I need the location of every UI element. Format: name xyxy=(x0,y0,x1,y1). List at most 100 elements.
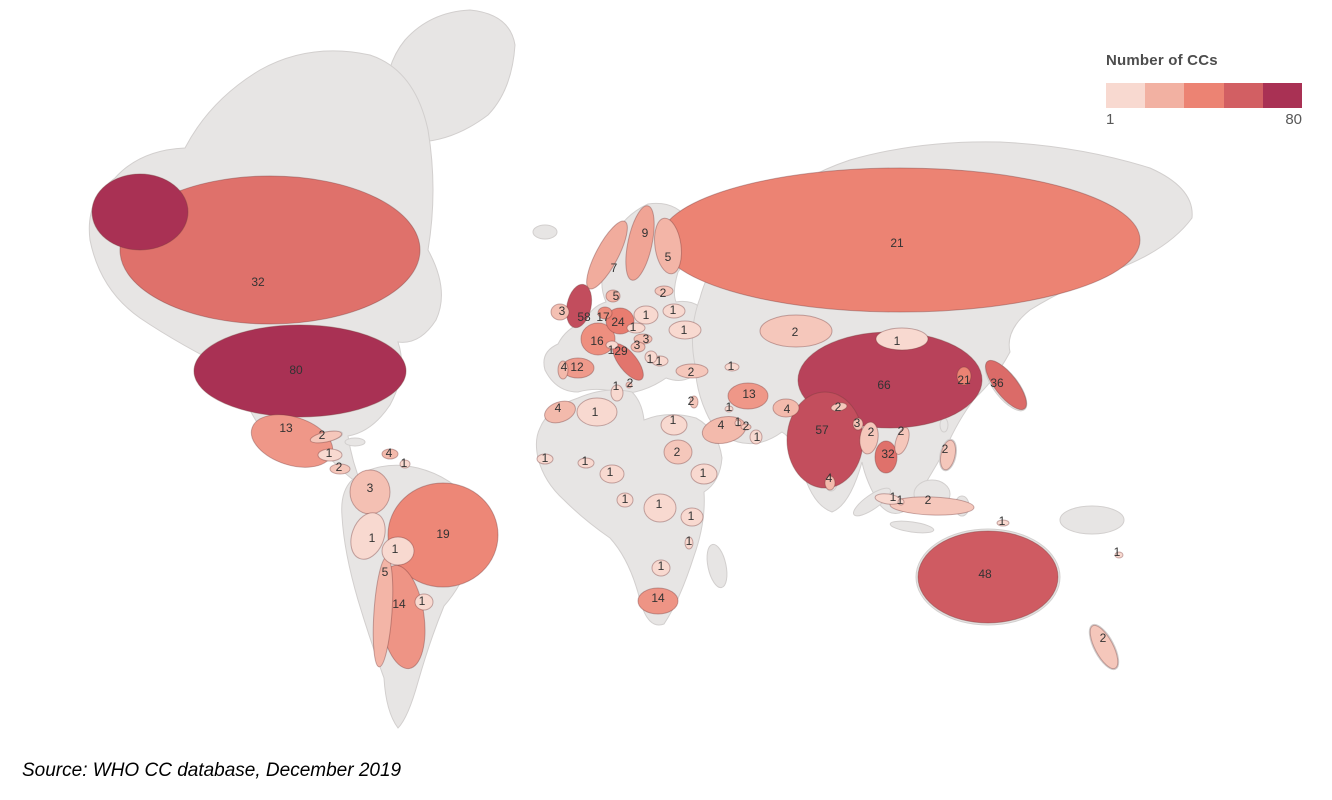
country-turkey[interactable] xyxy=(675,363,709,379)
country-united-kingdom[interactable] xyxy=(563,282,596,330)
country-japan[interactable] xyxy=(979,355,1033,416)
country-botswana[interactable] xyxy=(651,559,671,577)
country-costa-rica[interactable] xyxy=(329,463,351,475)
country-portugal[interactable] xyxy=(557,360,569,380)
country-timor-leste[interactable] xyxy=(996,519,1010,527)
country-senegal[interactable] xyxy=(536,453,554,465)
country-value-label-nepal: 2 xyxy=(835,400,842,414)
country-qatar[interactable] xyxy=(734,419,742,427)
legend-swatch-3 xyxy=(1184,83,1224,108)
country-bolivia[interactable] xyxy=(381,536,415,566)
country-value-label-mexico: 13 xyxy=(279,421,293,435)
country-oman[interactable] xyxy=(749,429,763,445)
country-caribbean-islands[interactable] xyxy=(381,448,399,460)
country-united-states[interactable] xyxy=(193,324,407,418)
country-value-label-india: 57 xyxy=(815,423,829,437)
country-value-label-finland: 5 xyxy=(665,250,672,264)
country-gabon[interactable] xyxy=(616,492,634,508)
country-tunisia[interactable] xyxy=(610,384,624,402)
country-uruguay[interactable] xyxy=(414,593,434,611)
country-layer xyxy=(91,167,1141,673)
country-sudan[interactable] xyxy=(663,439,693,465)
country-kazakhstan[interactable] xyxy=(759,314,833,348)
country-belarus[interactable] xyxy=(662,303,686,319)
country-vietnam[interactable] xyxy=(892,426,912,456)
country-brazil[interactable] xyxy=(387,482,499,588)
country-estonia[interactable] xyxy=(654,285,674,297)
country-poland[interactable] xyxy=(633,305,659,325)
country-peru[interactable] xyxy=(345,508,391,564)
country-algeria[interactable] xyxy=(576,397,618,427)
country-indonesia[interactable] xyxy=(889,496,975,517)
country-morocco[interactable] xyxy=(542,397,579,427)
country-azerbaijan[interactable] xyxy=(724,362,740,372)
country-nigeria[interactable] xyxy=(599,464,625,484)
country-united-arab-emirates[interactable] xyxy=(740,423,752,431)
country-australia[interactable] xyxy=(917,530,1059,624)
country-south-africa[interactable] xyxy=(637,587,679,615)
country-norway[interactable] xyxy=(579,216,634,293)
country-myanmar[interactable] xyxy=(858,421,880,455)
country-value-label-qatar: 1 xyxy=(735,415,742,429)
country-value-label-senegal: 1 xyxy=(542,451,549,465)
country-value-label-argentina: 14 xyxy=(392,597,406,611)
country-value-label-trinidad-and-tobago: 1 xyxy=(401,456,408,470)
country-iran[interactable] xyxy=(727,382,769,410)
country-afghanistan[interactable] xyxy=(772,398,800,418)
world-map-svg: 2132806648195714132593712536411165814131… xyxy=(88,9,1193,729)
country-ireland[interactable] xyxy=(550,303,570,321)
country-tanzania[interactable] xyxy=(680,507,704,527)
country-honduras[interactable] xyxy=(317,448,343,462)
country-value-label-colombia: 3 xyxy=(367,481,374,495)
country-value-label-thailand: 32 xyxy=(881,447,895,461)
country-thailand[interactable] xyxy=(874,440,898,474)
country-value-label-uruguay: 1 xyxy=(419,594,426,608)
country-cuba[interactable] xyxy=(309,429,343,445)
legend-swatch-5 xyxy=(1262,83,1303,108)
country-fiji[interactable] xyxy=(1114,551,1124,559)
country-sri-lanka[interactable] xyxy=(824,475,836,491)
country-malawi[interactable] xyxy=(684,536,694,550)
country-dr-congo[interactable] xyxy=(643,493,677,523)
country-egypt[interactable] xyxy=(660,414,688,436)
country-netherlands[interactable] xyxy=(597,306,613,320)
country-singapore[interactable] xyxy=(897,498,905,506)
country-nepal[interactable] xyxy=(830,402,848,413)
country-philippines[interactable] xyxy=(938,439,958,471)
country-denmark[interactable] xyxy=(605,289,621,303)
country-kuwait[interactable] xyxy=(724,405,734,413)
country-value-label-france: 16 xyxy=(590,334,604,348)
legend-min-label: 1 xyxy=(1106,111,1115,128)
country-value-label-fiji: 1 xyxy=(1114,545,1121,559)
country-united-states-alaska[interactable] xyxy=(91,173,189,251)
country-value-label-nigeria: 1 xyxy=(607,465,614,479)
country-value-label-philippines: 2 xyxy=(942,442,949,456)
country-value-label-myanmar: 2 xyxy=(868,425,875,439)
country-sweden[interactable] xyxy=(620,203,659,282)
legend-swatch-1 xyxy=(1106,83,1146,108)
country-value-label-belarus: 1 xyxy=(670,303,677,317)
landmass-iceland xyxy=(532,224,558,240)
country-value-label-italy: 29 xyxy=(614,344,628,358)
country-france[interactable] xyxy=(580,322,616,356)
country-new-zealand[interactable] xyxy=(1085,622,1123,673)
country-serbia[interactable] xyxy=(644,350,658,364)
country-south-korea[interactable] xyxy=(956,366,972,386)
country-croatia[interactable] xyxy=(630,341,646,353)
country-malta[interactable] xyxy=(625,381,633,389)
country-bangladesh[interactable] xyxy=(852,417,864,431)
legend-title: Number of CCs xyxy=(1106,52,1218,69)
country-burkina-faso[interactable] xyxy=(577,457,595,469)
country-czech-republic[interactable] xyxy=(626,322,646,334)
country-trinidad-and-tobago[interactable] xyxy=(399,459,411,469)
country-switzerland[interactable] xyxy=(605,340,619,350)
map-legend: Number of CCs 1 80 xyxy=(1106,52,1316,128)
country-mongolia[interactable] xyxy=(875,327,929,351)
country-germany[interactable] xyxy=(605,307,635,335)
country-finland[interactable] xyxy=(651,216,685,275)
country-israel[interactable] xyxy=(689,395,699,409)
country-canada[interactable] xyxy=(119,175,421,325)
country-ethiopia[interactable] xyxy=(690,463,718,485)
country-value-label-indonesia: 2 xyxy=(925,493,932,507)
country-ukraine[interactable] xyxy=(668,320,702,340)
